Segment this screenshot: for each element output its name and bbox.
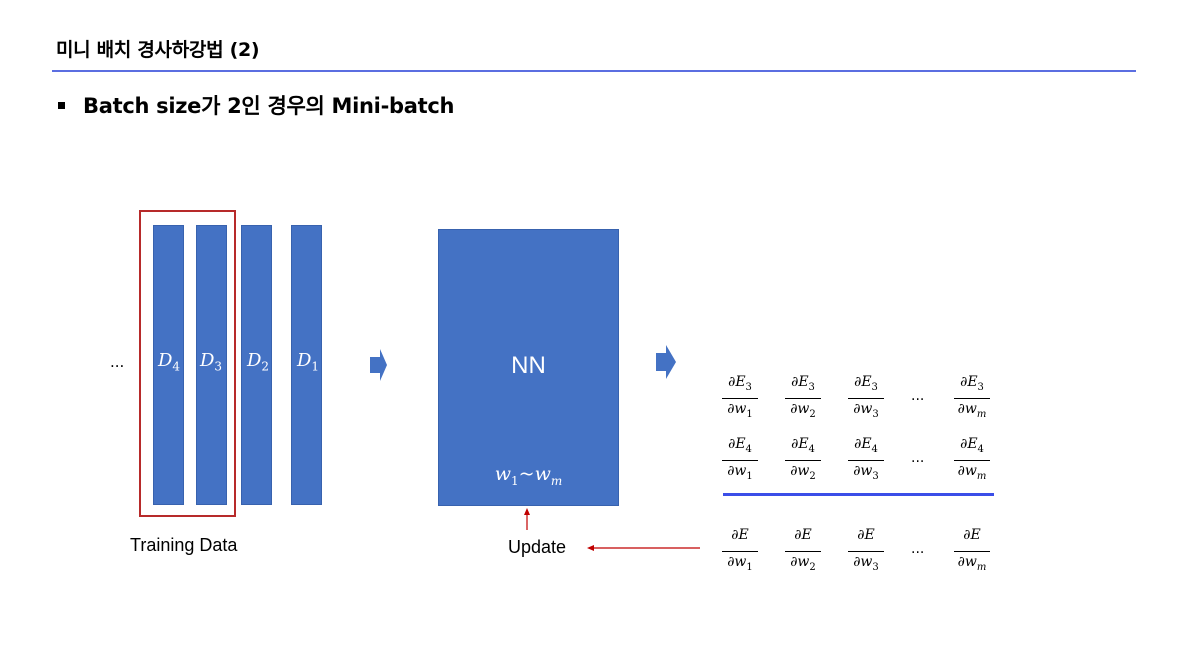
arrow-nn-to-gradients	[656, 345, 676, 379]
gradient-e4-w2: ∂E4 ∂w2	[781, 436, 825, 485]
data-bar-d2	[241, 225, 272, 505]
gradient-e4-ellipsis: ...	[911, 450, 925, 466]
data-bar-label-d1: D1	[296, 350, 320, 374]
bullet-text: Batch size가 2인 경우의 Mini-batch	[83, 94, 455, 118]
gradient-e-w1: ∂E ∂w1	[718, 527, 762, 576]
gradient-e-w3: ∂E ∂w3	[844, 527, 888, 576]
data-bar-label-d3: D3	[199, 350, 223, 374]
gradient-e-ellipsis: ...	[911, 541, 925, 557]
leading-ellipsis: ...	[110, 353, 125, 371]
data-bar-label-d4: D4	[157, 350, 181, 374]
training-data-label: Training Data	[130, 535, 238, 555]
gradient-to-update-head	[587, 545, 594, 551]
gradient-e3-w3: ∂E3 ∂w3	[844, 374, 888, 423]
gradient-e3-w2: ∂E3 ∂w2	[781, 374, 825, 423]
title-rule	[52, 70, 1136, 72]
slide-title: 미니 배치 경사하강법 (2)	[56, 39, 260, 61]
gradient-e3-wm: ∂E3 ∂wm	[950, 374, 994, 423]
gradient-e4-w3: ∂E4 ∂w3	[844, 436, 888, 485]
gradient-e3-ellipsis: ...	[911, 388, 925, 404]
arrow-data-to-nn	[370, 349, 387, 381]
bullet-marker	[58, 101, 65, 109]
bullet-line: Batch size가 2인 경우의 Mini-batch	[58, 90, 454, 120]
gradient-e-w2: ∂E ∂w2	[781, 527, 825, 576]
mini-batch-highlight-box	[139, 210, 236, 517]
update-label: Update	[508, 537, 567, 557]
nn-weights-label: w1~wm	[494, 463, 563, 488]
gradient-e4-wm: ∂E4 ∂wm	[950, 436, 994, 485]
gradient-sum-rule	[723, 493, 994, 496]
data-bar-d1	[291, 225, 322, 505]
gradient-e3-w1: ∂E3 ∂w1	[718, 374, 762, 423]
nn-label: NN	[511, 352, 546, 379]
nn-box: NN w1~wm	[438, 229, 619, 506]
data-bar-d3	[196, 225, 227, 505]
gradient-e4-w1: ∂E4 ∂w1	[718, 436, 762, 485]
data-bar-label-d2: D2	[246, 350, 270, 374]
data-bar-d4	[153, 225, 184, 505]
update-arrow-head	[524, 508, 530, 515]
gradient-e-wm: ∂E ∂wm	[950, 527, 994, 576]
